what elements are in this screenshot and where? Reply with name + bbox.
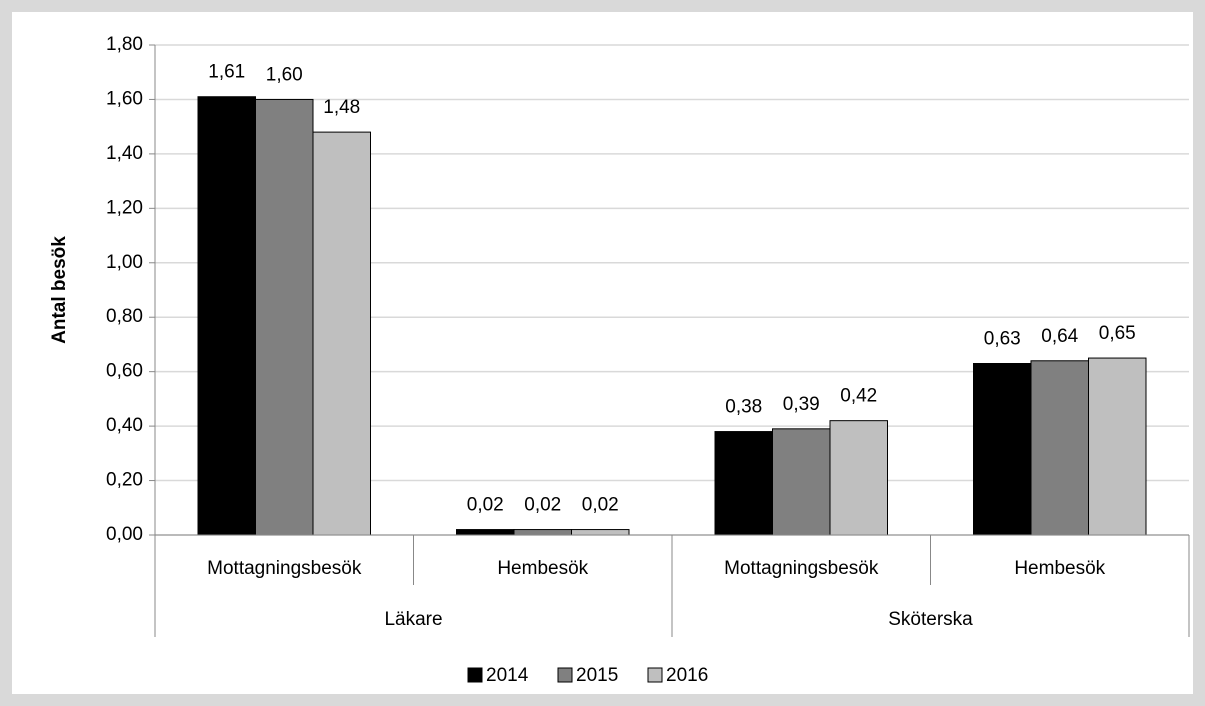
y-tick-label: 1,00 bbox=[106, 252, 143, 273]
x-tick-label: Hembesök bbox=[1014, 558, 1105, 579]
bar bbox=[456, 529, 515, 536]
legend-label: 2016 bbox=[666, 665, 708, 686]
y-tick-label: 0,20 bbox=[106, 470, 143, 491]
bar bbox=[255, 98, 314, 536]
bar bbox=[973, 363, 1032, 536]
bar bbox=[772, 428, 831, 536]
y-tick-label: 0,00 bbox=[106, 524, 143, 545]
bar bbox=[571, 529, 630, 536]
y-tick-label: 0,40 bbox=[106, 415, 143, 436]
bar bbox=[714, 431, 773, 536]
data-label: 1,48 bbox=[323, 97, 360, 118]
data-label: 0,39 bbox=[783, 394, 820, 415]
x-tick-label: Mottagningsbesök bbox=[207, 558, 362, 579]
data-label: 0,42 bbox=[840, 386, 877, 407]
y-tick-label: 0,80 bbox=[106, 306, 143, 327]
legend-swatch bbox=[467, 667, 483, 683]
data-label: 0,02 bbox=[582, 495, 619, 516]
y-tick-label: 1,20 bbox=[106, 197, 143, 218]
data-label: 1,60 bbox=[266, 64, 303, 85]
bar bbox=[829, 420, 888, 536]
legend-swatch bbox=[647, 667, 663, 683]
data-label: 0,65 bbox=[1099, 323, 1136, 344]
bar bbox=[513, 529, 572, 536]
chart-panel bbox=[12, 12, 1193, 694]
data-label: 0,02 bbox=[467, 495, 504, 516]
bar bbox=[197, 96, 256, 536]
group-label: Sköterska bbox=[888, 609, 973, 630]
data-label: 0,64 bbox=[1041, 326, 1078, 347]
data-label: 0,02 bbox=[524, 495, 561, 516]
group-label: Läkare bbox=[384, 609, 442, 630]
legend-swatch bbox=[557, 667, 573, 683]
y-axis-title: Antal besök bbox=[49, 236, 70, 344]
bar bbox=[312, 131, 371, 536]
y-tick-label: 1,40 bbox=[106, 143, 143, 164]
x-tick-label: Mottagningsbesök bbox=[724, 558, 879, 579]
y-tick-label: 1,60 bbox=[106, 88, 143, 109]
bar bbox=[1030, 360, 1089, 536]
bar bbox=[1088, 357, 1147, 536]
data-label: 0,63 bbox=[984, 329, 1021, 350]
y-tick-label: 0,60 bbox=[106, 361, 143, 382]
x-tick-label: Hembesök bbox=[497, 558, 588, 579]
legend-label: 2015 bbox=[576, 665, 618, 686]
data-label: 0,38 bbox=[725, 397, 762, 418]
y-tick-label: 1,80 bbox=[106, 34, 143, 55]
data-label: 1,61 bbox=[208, 62, 245, 83]
legend-label: 2014 bbox=[486, 665, 529, 686]
